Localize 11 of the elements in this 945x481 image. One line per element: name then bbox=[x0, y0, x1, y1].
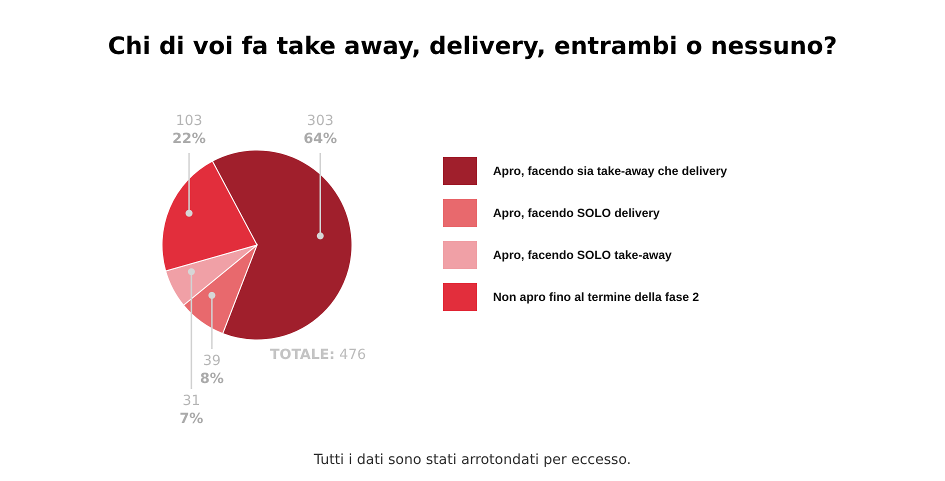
text: TOTALE: 476 bbox=[270, 347, 366, 363]
legend-label: Apro, facendo sia take-away che delivery bbox=[493, 164, 728, 178]
text: Tutti i dati sono stati arrotondati per eccesso. bbox=[312, 452, 632, 468]
legend-label: Apro, facendo SOLO take-away bbox=[493, 248, 672, 262]
data-label: 39 8% bbox=[200, 353, 224, 387]
chart-title: Chi di voi fa take away, delivery, entrambi o nessuno? bbox=[106, 32, 838, 60]
data-label: 103 22% bbox=[172, 113, 206, 147]
legend-label: Apro, facendo SOLO delivery bbox=[493, 206, 660, 220]
data-label: 31 7% bbox=[180, 393, 204, 427]
data-label: 303 64% bbox=[304, 113, 338, 147]
legend-label: Non apro fino al termine della fase 2 bbox=[493, 290, 700, 304]
